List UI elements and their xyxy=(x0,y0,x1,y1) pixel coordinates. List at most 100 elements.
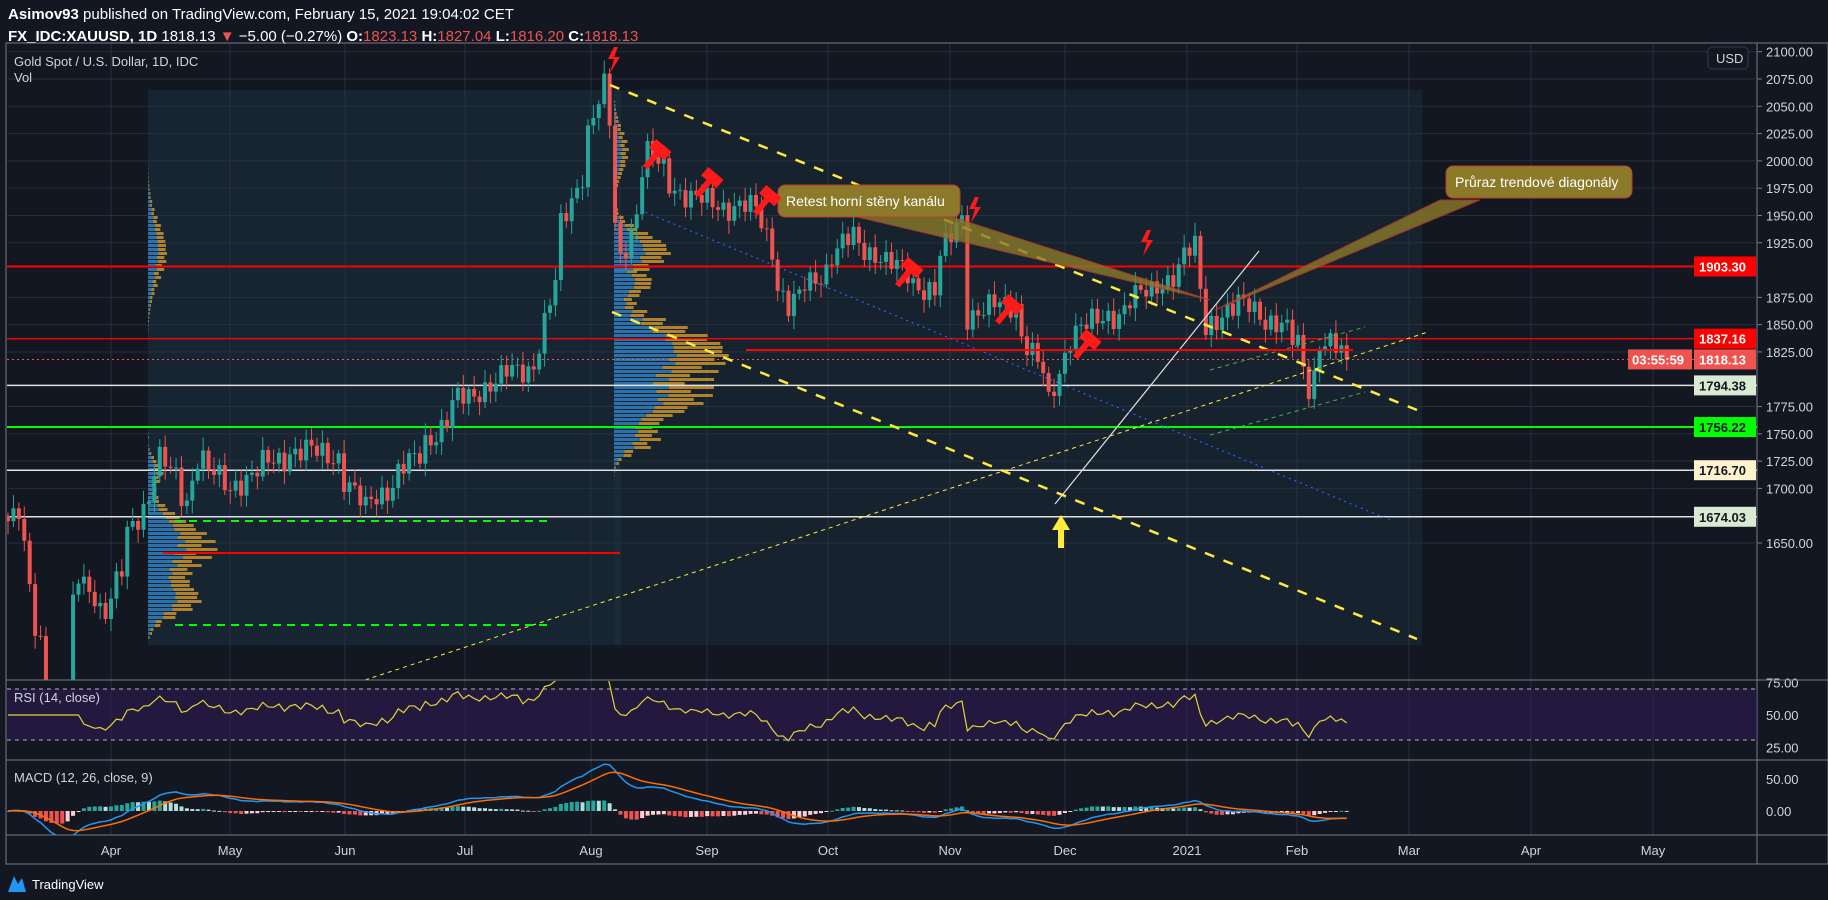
channel-lower-line[interactable] xyxy=(611,310,1418,641)
macd-histogram-bar xyxy=(119,805,124,811)
volume-profile-bar-down xyxy=(148,312,150,315)
candle-body xyxy=(1095,308,1100,324)
macd-histogram-bar xyxy=(851,806,856,811)
macd-histogram-bar xyxy=(1209,811,1214,814)
lightning-bolt-icon[interactable] xyxy=(608,47,620,73)
volume-profile-bar-down xyxy=(154,228,161,231)
candle-body xyxy=(141,503,146,530)
candle-body xyxy=(260,449,265,477)
hammer-icon[interactable] xyxy=(1068,328,1102,364)
candle-body xyxy=(1285,319,1290,323)
volume-profile-bar-up xyxy=(614,152,621,155)
price-tag-1818.13 xyxy=(1694,349,1756,370)
candle-body xyxy=(184,500,189,507)
volume-profile-bar-down xyxy=(630,314,645,317)
candle-body xyxy=(1258,301,1263,320)
hammer-icon[interactable] xyxy=(748,184,782,220)
currency-button[interactable] xyxy=(1707,46,1749,70)
volume-profile-bar-up xyxy=(148,604,172,607)
macd-histogram-bar xyxy=(1171,808,1176,811)
price-axis[interactable]: 2100.00 2075.00 2050.00 2025.00 2000.00 1975.… xyxy=(1757,45,1813,819)
candle-body xyxy=(1295,334,1300,345)
hammer-handle xyxy=(694,179,712,198)
candle-body xyxy=(846,233,851,246)
volume-profile-bar-down xyxy=(157,248,166,251)
drawings[interactable]: Retest horní stěny kanálu Průraz trendov… xyxy=(163,47,1633,680)
macd-histogram-bar xyxy=(564,802,569,811)
callout-breakout[interactable] xyxy=(1445,165,1633,199)
candle-body xyxy=(336,453,341,464)
macd-histogram-bar xyxy=(363,811,368,816)
candle-body xyxy=(1117,314,1122,329)
volume-profile-bar-up xyxy=(148,220,153,223)
volume-profile-bar-down xyxy=(177,536,202,539)
currency-label: USD xyxy=(1716,51,1743,66)
volume-profile-bar-down xyxy=(642,244,667,247)
chart-legend-title: Gold Spot / U.S. Dollar, 1D, IDC xyxy=(14,54,198,69)
candle-body xyxy=(1030,342,1035,356)
time-axis[interactable]: Apr May Jun Jul Aug Sep Oct Nov Dec 2021 Feb Mar Apr… xyxy=(101,843,1666,858)
volume-profile-bar-down xyxy=(617,128,621,131)
macd-histogram-bar xyxy=(932,811,937,813)
low-value: 1816.20 xyxy=(509,28,565,45)
volume-profile-bar-up xyxy=(614,268,634,271)
volume-profile-bar-up xyxy=(614,414,647,417)
hammer-icon[interactable] xyxy=(890,256,924,292)
volume-profile-bar-down xyxy=(669,358,715,361)
volume-profile-bar-down xyxy=(153,284,158,287)
volume-profile-bar-up xyxy=(148,196,150,199)
candle-body xyxy=(504,365,509,377)
green-channel-upper[interactable] xyxy=(1209,326,1366,371)
tradingview-logo[interactable]: TradingView xyxy=(8,876,104,892)
candle-body xyxy=(759,206,764,229)
macd-histogram-bar xyxy=(352,811,357,815)
green-channel-lower[interactable] xyxy=(1209,391,1366,436)
volume-profile-bar-up xyxy=(614,148,623,151)
candle-body xyxy=(499,365,504,384)
hammer-icon[interactable] xyxy=(638,138,672,174)
volume-profile-bar-down xyxy=(150,300,153,303)
macd-histogram-bar xyxy=(439,807,444,811)
candle-body xyxy=(92,591,97,607)
candle-body xyxy=(672,190,677,194)
volume-profile-bar-up xyxy=(614,430,639,433)
channel-upper-line[interactable] xyxy=(609,83,1418,412)
macd-histogram-bar xyxy=(314,811,319,812)
volume-profile-bar-down xyxy=(175,592,199,595)
hammer-icon[interactable] xyxy=(990,293,1024,329)
hammer-head xyxy=(759,184,782,207)
candle-body xyxy=(27,540,32,585)
candle-body xyxy=(873,247,878,263)
candle-body xyxy=(239,480,244,496)
volume-profile-bar-up xyxy=(148,480,155,483)
candle-body xyxy=(314,445,319,456)
volume-profile-bar-down xyxy=(169,568,188,571)
price-tag-text: 1756.22 xyxy=(1699,420,1746,435)
volume-profile-bar-up xyxy=(148,596,176,599)
candle-body xyxy=(613,125,618,223)
volume-profile-bar-down xyxy=(157,244,167,247)
volume-profile-bar-up xyxy=(148,252,159,255)
macd-histogram-bar xyxy=(331,811,336,813)
lightning-bolt-icon[interactable] xyxy=(1141,230,1153,256)
candle-body xyxy=(791,293,796,317)
yellow-up-arrow-icon[interactable] xyxy=(1052,515,1070,548)
volume-profile-bar-up xyxy=(148,208,152,211)
trend-diagonal-line[interactable] xyxy=(364,331,1429,680)
hammer-icon[interactable] xyxy=(690,166,724,202)
white-trendline[interactable] xyxy=(1054,250,1260,505)
candle-body xyxy=(1046,373,1051,392)
macd-histogram-bar xyxy=(737,811,742,815)
volume-profile-bar-down xyxy=(619,144,625,147)
candle-body xyxy=(716,207,721,210)
candle-body xyxy=(862,242,867,261)
volume-profile-bar-down xyxy=(662,366,702,369)
volume-profile-bar-up xyxy=(614,164,621,167)
volume-profile-bar-up xyxy=(148,632,151,635)
lightning-bolt-icon[interactable] xyxy=(969,197,981,223)
candle-body xyxy=(884,252,889,262)
author[interactable]: Asimov93 xyxy=(8,6,79,23)
volume-profile-bar-down xyxy=(617,176,621,179)
macd-histogram-bar xyxy=(596,800,601,811)
